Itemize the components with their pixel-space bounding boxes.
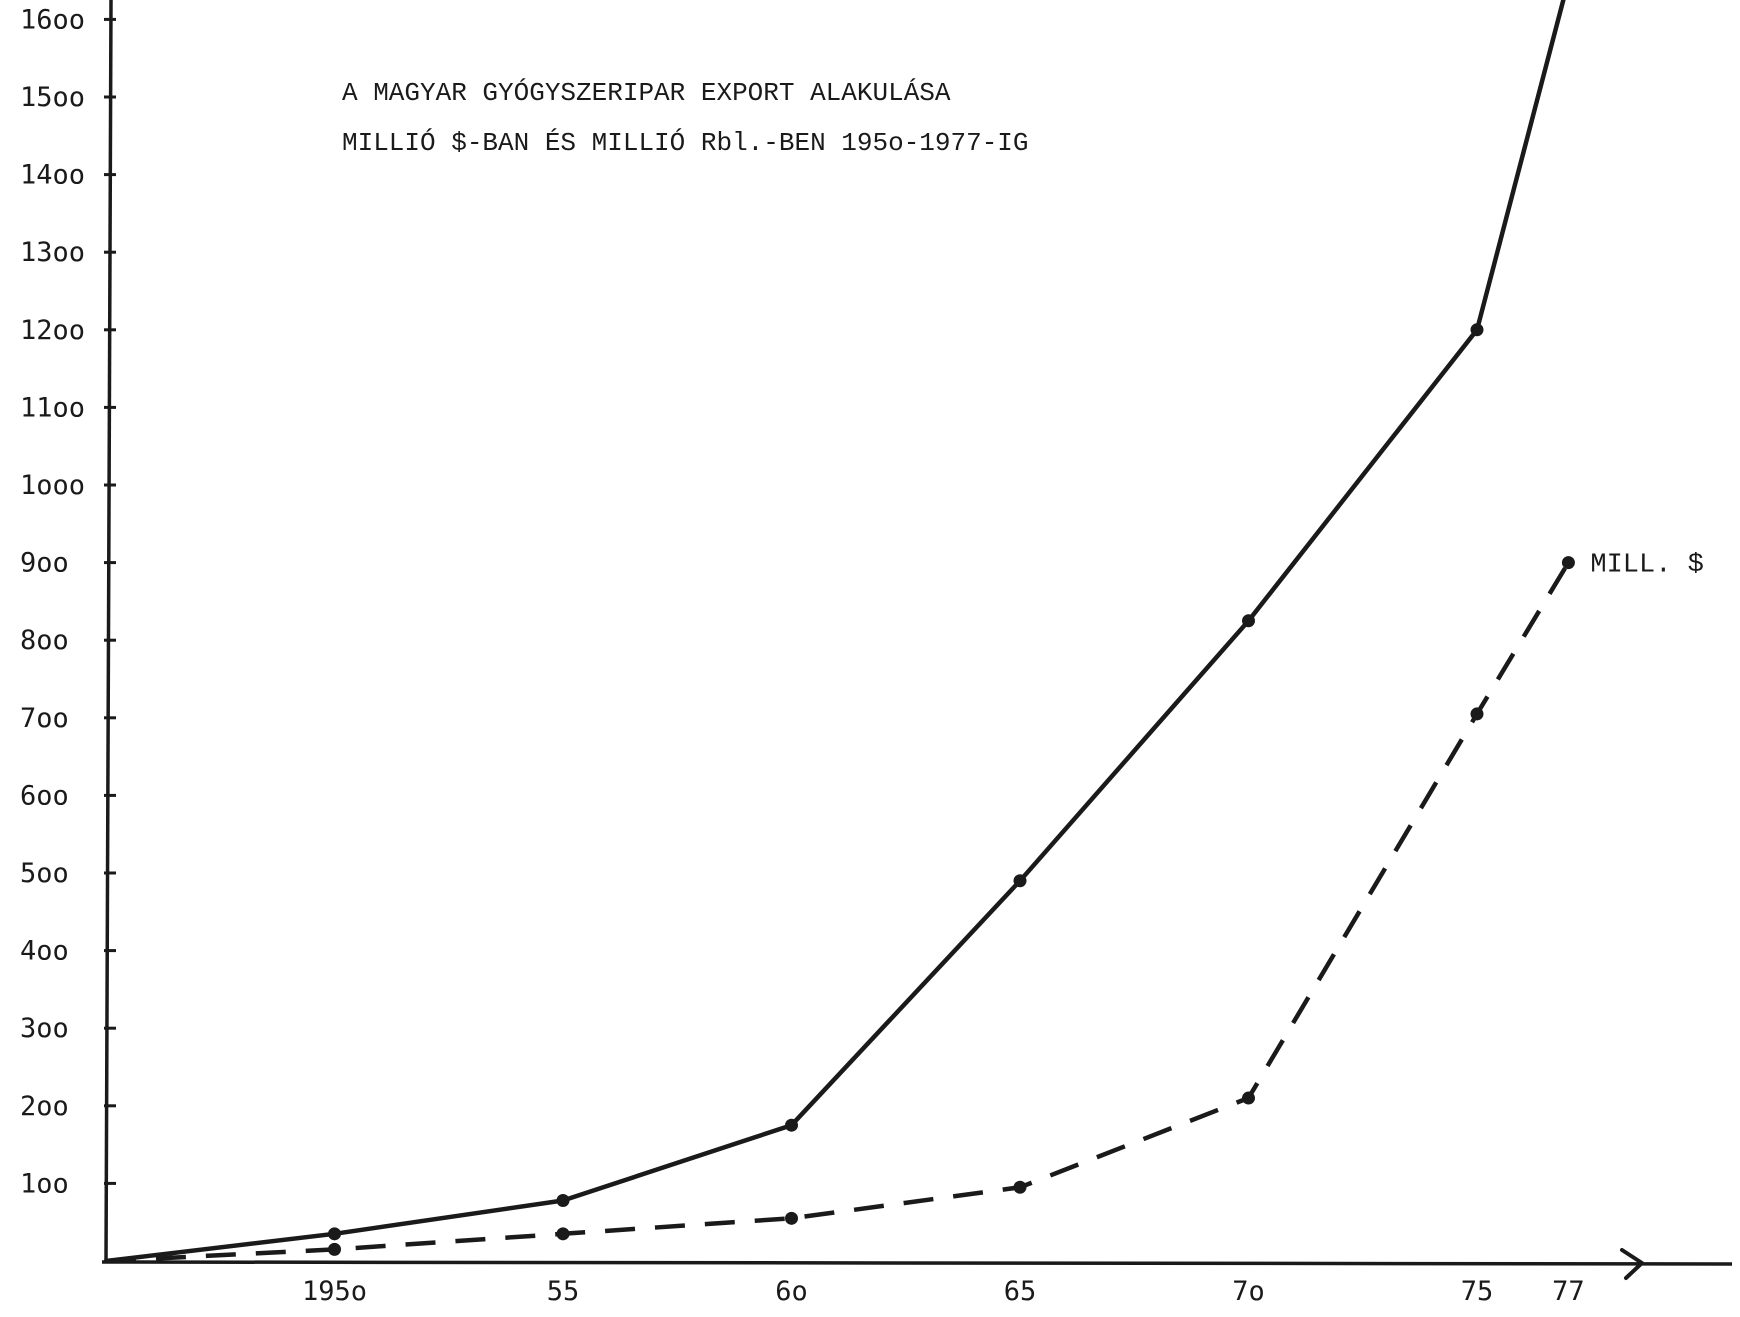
x-tick-label: 6o — [775, 1276, 808, 1307]
x-axis-line — [101, 1260, 1733, 1266]
series-layer: MILL. $ — [103, 0, 1704, 1264]
y-tick-label: 3oo — [20, 1013, 69, 1044]
chart-subtitle: MILLIÓ $-BAN ÉS MILLIÓ Rbl.-BEN 195o-197… — [342, 128, 1029, 158]
series-1 — [103, 0, 1566, 1264]
y-axis-line — [104, 0, 113, 1263]
x-axis-arrow — [1620, 1248, 1644, 1280]
data-point — [328, 1227, 341, 1241]
data-point — [556, 1193, 570, 1207]
axes — [101, 0, 1733, 1280]
y-tick-label: 1oo — [20, 1168, 69, 1199]
x-tick-label: 195o — [302, 1276, 367, 1307]
y-tick-label: 9oo — [20, 548, 69, 579]
data-point — [785, 1211, 798, 1225]
y-tick-label: 12oo — [20, 315, 85, 346]
y-tick-label: 13oo — [20, 237, 85, 268]
series-line — [105, 561, 1571, 1264]
y-tick-label: 7oo — [20, 703, 69, 734]
y-tick-label: 16oo — [20, 4, 85, 35]
y-tick-label: 11oo — [20, 392, 85, 423]
data-point — [1242, 614, 1255, 628]
data-point — [328, 1242, 341, 1256]
y-tick-label: 2oo — [20, 1091, 69, 1122]
y-tick-label: 6oo — [20, 780, 69, 811]
x-tick-label: 77 — [1552, 1276, 1585, 1307]
x-tick-label: 65 — [1004, 1276, 1037, 1307]
x-axis-ticks: 195o 55 6o 65 7o 75 77 — [302, 1276, 1585, 1307]
x-tick-label: 55 — [547, 1276, 580, 1307]
y-axis-ticks: 1oo 2oo 3oo 4oo 5oo 6oo 7oo 8oo 9oo 1ooo 11oo 12oo 1… — [20, 4, 116, 1199]
series-label: MILL. $ — [1590, 551, 1703, 581]
data-point — [1013, 874, 1027, 888]
x-tick-label: 75 — [1461, 1276, 1494, 1307]
data-point — [785, 1118, 798, 1132]
series-line — [103, 0, 1566, 1264]
x-tick-label: 7o — [1232, 1276, 1265, 1307]
y-tick-label: 1ooo — [20, 470, 85, 501]
data-point — [1242, 1091, 1255, 1105]
data-point — [1470, 323, 1484, 337]
data-point — [1013, 1180, 1027, 1194]
y-tick-label: 4oo — [20, 936, 69, 967]
chart-title: A MAGYAR GYÓGYSZERIPAR EXPORT ALAKULÁSA — [342, 78, 951, 108]
y-tick-label: 14oo — [20, 160, 85, 191]
y-tick-label: 15oo — [20, 82, 85, 113]
data-point — [556, 1227, 570, 1241]
y-tick-label: 5oo — [20, 858, 69, 889]
y-tick-label: 8oo — [20, 625, 69, 656]
data-point — [1470, 707, 1484, 721]
series-2: MILL. $ — [105, 551, 1704, 1264]
data-point — [1561, 556, 1575, 570]
